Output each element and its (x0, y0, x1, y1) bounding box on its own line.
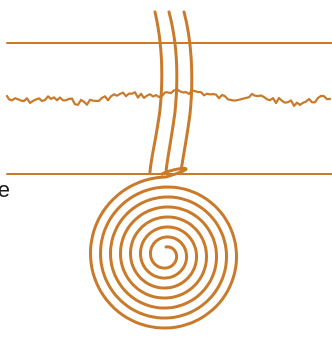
cut-off-label: e (0, 178, 10, 202)
spiral-coil (89, 166, 238, 330)
vertical-strands (148, 10, 194, 174)
vertical-strand (179, 10, 194, 174)
rough-ground-line (5, 88, 332, 107)
vertical-strand (148, 10, 164, 174)
vertical-strand (164, 10, 179, 174)
